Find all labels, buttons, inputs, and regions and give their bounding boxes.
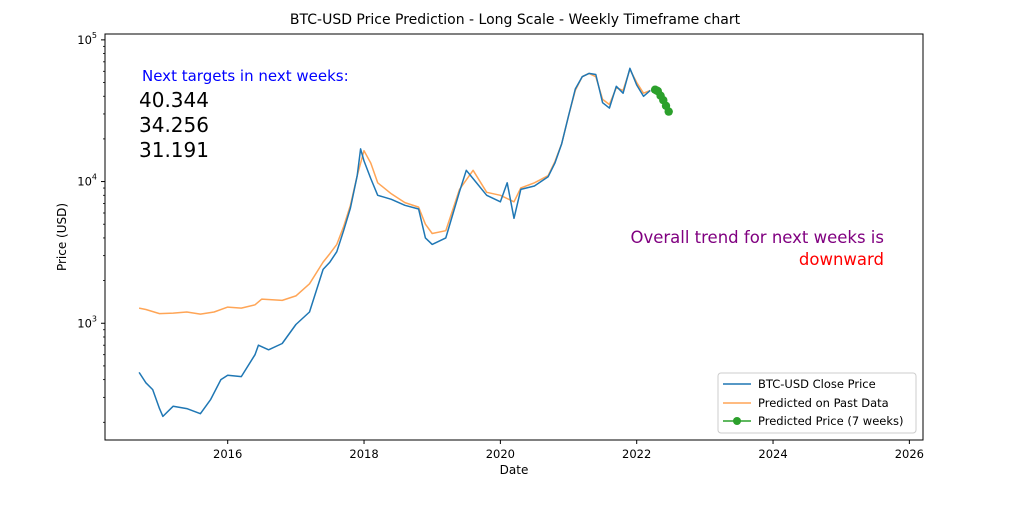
series-line-close-price (138, 67, 651, 418)
y-tick-label: 103 (77, 314, 97, 330)
legend-marker-prediction (733, 417, 741, 425)
y-axis-label: Price (USD) (55, 203, 69, 271)
x-tick-label: 2018 (349, 447, 378, 461)
x-tick-label: 2024 (758, 447, 787, 461)
legend-label-past: Predicted on Past Data (758, 396, 889, 410)
legend-label-prediction: Predicted Price (7 weeks) (758, 414, 904, 428)
trend-text-line1: Overall trend for next weeks is (630, 228, 884, 247)
x-axis-label: Date (500, 463, 529, 477)
y-tick-label: 105 (77, 31, 97, 47)
x-tick-label: 2016 (213, 447, 242, 461)
x-tick-label: 2020 (486, 447, 515, 461)
target-value-3: 31.191 (139, 138, 209, 162)
targets-heading: Next targets in next weeks: (142, 67, 349, 85)
axis-ticks: 2016 2018 2020 2022 2024 2026 103 104 105 (77, 31, 924, 461)
legend-label-close: BTC-USD Close Price (758, 377, 876, 391)
target-value-1: 40.344 (139, 88, 209, 112)
plot-area (104, 33, 924, 441)
prediction-point (664, 107, 673, 116)
legend-box (717, 372, 917, 434)
y-tick-label: 104 (77, 173, 97, 189)
x-tick-label: 2022 (622, 447, 651, 461)
target-value-2: 34.256 (139, 113, 209, 137)
chart-title: BTC-USD Price Prediction - Long Scale - … (290, 12, 741, 28)
series-layer (138, 67, 673, 418)
legend: BTC-USD Close Price Predicted on Past Da… (717, 372, 917, 434)
series-line-predicted-past (138, 68, 651, 315)
trend-text-line2: downward (799, 250, 884, 269)
x-tick-label: 2026 (895, 447, 924, 461)
